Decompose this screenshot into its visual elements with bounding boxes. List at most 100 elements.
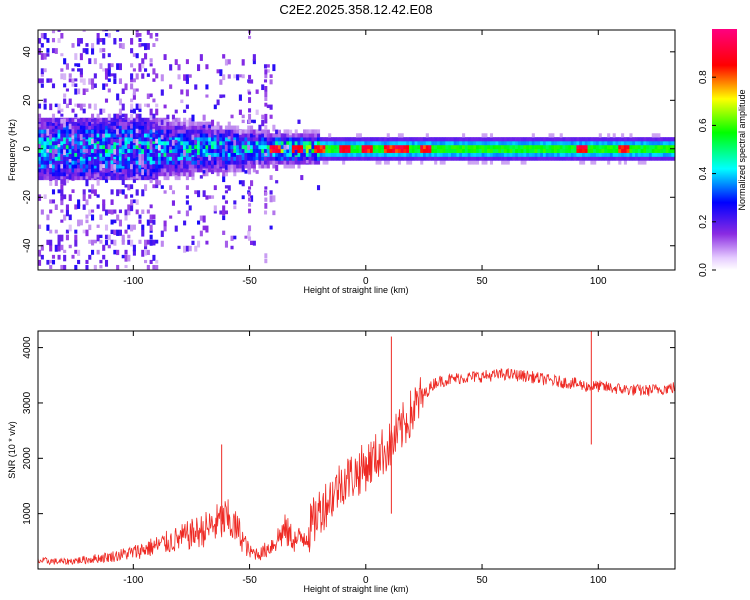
- spectrogram-cell: [333, 156, 337, 161]
- spectrogram-cell: [71, 148, 75, 153]
- spectrogram-cell: [233, 200, 237, 205]
- spectrogram-cell: [442, 137, 446, 142]
- spectrogram-cell: [180, 152, 184, 157]
- spectrogram-cell: [456, 137, 460, 142]
- spectrogram-cell: [660, 152, 664, 157]
- spectrogram-cell: [445, 156, 449, 161]
- spectrogram-cell: [272, 164, 276, 169]
- spectrogram-cell: [54, 152, 58, 157]
- spectrogram-cell: [116, 121, 120, 126]
- spectrogram-cell: [300, 141, 304, 146]
- spectrogram-cell: [54, 164, 58, 171]
- spectrogram-cell: [397, 141, 401, 146]
- spectrogram-cell: [127, 117, 131, 122]
- spectrogram-cell: [135, 160, 139, 165]
- spectrogram-cell: [224, 172, 229, 177]
- spectrogram-cell: [428, 156, 432, 161]
- spectrogram-cell: [104, 179, 109, 183]
- spectrogram-cell: [149, 63, 153, 67]
- spectrogram-cell: [205, 84, 209, 90]
- spectrogram-cell: [227, 185, 231, 191]
- spectrogram-cell: [51, 154, 56, 159]
- spectrogram-cell: [529, 156, 533, 161]
- spectrogram-cell: [74, 156, 78, 161]
- spectrogram-cell: [618, 160, 622, 165]
- spectrogram-cell: [60, 172, 64, 177]
- spectrogram-cell: [660, 144, 664, 150]
- spectrogram-cell: [63, 148, 67, 156]
- spectrogram-cell: [648, 156, 653, 161]
- spectrogram-cell: [495, 141, 499, 146]
- spectrogram-cell: [88, 254, 92, 260]
- spectrogram-cell: [138, 137, 142, 142]
- spectrogram-cell: [501, 152, 505, 157]
- spectrogram-cell: [96, 121, 100, 126]
- colorbar-tick-label: 0.2: [698, 214, 709, 228]
- spectrogram-cell: [224, 185, 229, 189]
- spectrogram-cell: [545, 148, 549, 153]
- spectrogram-cell: [183, 141, 187, 146]
- spectrogram-cell: [102, 160, 106, 165]
- spectrogram-cell: [347, 141, 351, 146]
- spectrogram-cell: [104, 98, 109, 103]
- spectrogram-cell: [241, 148, 245, 153]
- spectrogram-cell: [116, 172, 120, 177]
- spectrogram-cell: [205, 121, 209, 126]
- spectrogram-cell: [342, 160, 346, 165]
- spectrogram-cell: [244, 144, 248, 150]
- spectrogram-cell: [615, 148, 619, 153]
- spectrogram-cell: [152, 143, 156, 148]
- spectrogram-cell: [615, 156, 619, 161]
- spectrogram-cell: [130, 160, 134, 165]
- spectrogram-cell: [54, 172, 58, 177]
- spectrogram-cell: [311, 137, 315, 142]
- spectrogram-cell: [127, 184, 131, 191]
- spectrogram-cell: [330, 144, 335, 150]
- spectrogram-cell: [99, 270, 102, 277]
- spectrogram-cell: [82, 88, 86, 95]
- spectrogram-cell: [82, 194, 86, 202]
- spectrogram-cell: [46, 141, 50, 146]
- spectrogram-cell: [197, 121, 201, 126]
- spectrogram-cell: [135, 172, 139, 177]
- spectrogram-cell: [199, 144, 203, 150]
- spectrogram-cell: [637, 137, 641, 142]
- spectrogram-cell: [180, 129, 184, 134]
- spectrogram-cell: [91, 43, 95, 49]
- spectrogram-cell: [392, 156, 396, 161]
- spectrogram-cell: [568, 144, 572, 150]
- spectrogram-cell: [445, 152, 449, 157]
- spectrogram-cell: [169, 215, 173, 219]
- spectrogram-cell: [635, 137, 639, 142]
- spectrogram-cell: [531, 148, 535, 153]
- spectrogram-cell: [199, 54, 203, 61]
- spectrogram-cell: [99, 123, 103, 130]
- spectrogram-cell: [210, 119, 215, 127]
- spectrogram-cell: [63, 264, 67, 270]
- spectrogram-cell: [671, 141, 675, 146]
- spectrogram-cell: [104, 175, 109, 181]
- spectrogram-cell: [565, 144, 569, 150]
- spectrogram-cell: [621, 144, 625, 150]
- spectrogram-cell: [57, 133, 61, 138]
- spectrogram-cell: [102, 129, 106, 134]
- spectrogram-cell: [77, 199, 81, 207]
- spectrogram-cell: [255, 89, 259, 94]
- spectrogram-cell: [132, 179, 136, 183]
- spectrogram-cell: [71, 121, 75, 126]
- spectrogram-cell: [517, 141, 521, 146]
- spectrogram-cell: [169, 121, 173, 126]
- spectrogram-cell: [216, 160, 220, 165]
- spectrogram-cell: [155, 259, 159, 264]
- spectrogram-cell: [138, 172, 142, 177]
- spectrogram-cell: [456, 144, 460, 150]
- spectrogram-cell: [82, 229, 86, 234]
- spectrogram-cell: [333, 152, 337, 157]
- spectrogram-cell: [604, 141, 608, 146]
- spectrogram-cell: [171, 114, 175, 120]
- spectrogram-cell: [177, 148, 181, 153]
- spectrogram-cell: [367, 141, 371, 146]
- spectrogram-cell: [378, 141, 382, 146]
- spectrogram-cell: [104, 152, 109, 157]
- spectrogram-cell: [107, 113, 111, 121]
